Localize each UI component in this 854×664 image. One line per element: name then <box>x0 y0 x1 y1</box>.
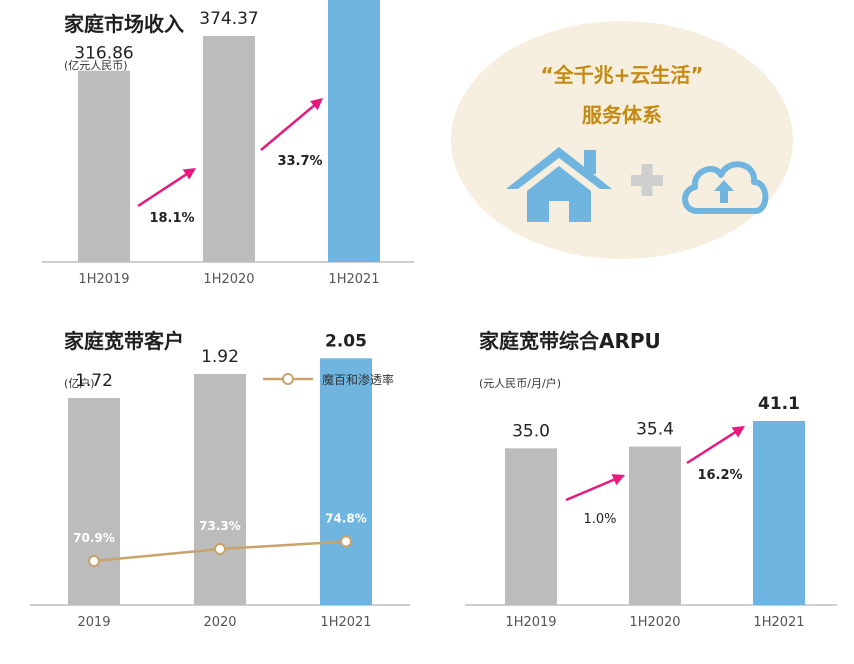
legend-label: 魔百和渗透率 <box>322 372 394 387</box>
category-tick-label: 2019 <box>77 615 110 630</box>
bar-2019 <box>68 398 120 605</box>
promo-line-2: 服务体系 <box>582 103 662 127</box>
category-tick-label: 1H2021 <box>320 615 371 630</box>
bar-1H2021 <box>320 358 372 605</box>
growth-arrow-line <box>565 477 618 502</box>
category-tick-label: 1H2020 <box>203 272 254 287</box>
bar-value-label: 316.86 <box>74 44 133 64</box>
service-promo-bubble: “全千兆+云生活” 服务体系 <box>451 21 793 259</box>
bar-1H2019 <box>505 448 557 605</box>
bar-1H2021 <box>753 420 805 605</box>
growth-rate-label: 18.1% <box>149 211 194 226</box>
plus-icon <box>631 164 663 196</box>
bar-2020 <box>194 373 246 605</box>
growth-arrow-line <box>260 102 317 151</box>
category-tick-label: 2020 <box>203 615 236 630</box>
bar-value-label: 374.37 <box>199 9 258 29</box>
penetration-rate-label: 70.9% <box>73 531 115 545</box>
bar-1H2021 <box>328 0 380 262</box>
growth-arrow-head <box>611 474 625 486</box>
category-tick-label: 1H2019 <box>78 272 129 287</box>
penetration-rate-label: 74.8% <box>325 512 367 526</box>
bar-value-label: 1.92 <box>201 347 239 367</box>
arpu-chart-title: 家庭宽带综合ARPU <box>479 329 661 353</box>
growth-arrow-line <box>137 171 190 208</box>
subscribers-chart-title: 家庭宽带客户 <box>64 329 184 353</box>
bar-value-label: 41.1 <box>758 394 800 414</box>
penetration-rate-point <box>88 555 100 567</box>
category-tick-label: 1H2019 <box>505 615 556 630</box>
category-tick-label: 1H2021 <box>328 272 379 287</box>
growth-arrow-line <box>686 429 739 465</box>
bar-1H2019 <box>78 70 130 262</box>
bar-value-label: 35.4 <box>636 420 674 440</box>
growth-arrow-head <box>182 168 196 180</box>
growth-arrow-head <box>731 426 745 438</box>
subscribers-chart-unit: (亿户) <box>64 377 95 390</box>
bar-1H2020 <box>203 35 255 263</box>
promo-line-1: “全千兆+云生活” <box>540 63 703 87</box>
legend-marker-swatch <box>282 373 294 385</box>
cloud-upload-icon <box>682 161 769 214</box>
house-icon <box>506 147 612 222</box>
growth-arrow-head <box>309 98 323 111</box>
category-tick-label: 1H2021 <box>753 615 804 630</box>
promo-graphic: “全千兆+云生活” 服务体系 <box>451 21 793 259</box>
arpu-chart-unit: (元人民币/月/户) <box>479 377 561 390</box>
growth-rate-label: 1.0% <box>583 512 616 527</box>
bar-value-label: 2.05 <box>325 331 367 351</box>
penetration-rate-point <box>340 535 352 548</box>
penetration-rate-label: 73.3% <box>199 519 241 533</box>
revenue-chart-title: 家庭市场收入 <box>64 12 184 36</box>
penetration-rate-point <box>214 543 226 555</box>
growth-rate-label: 16.2% <box>697 468 742 483</box>
growth-rate-label: 33.7% <box>277 154 322 169</box>
revenue-chart-unit: (亿元人民币) <box>64 59 128 72</box>
category-tick-label: 1H2020 <box>629 615 680 630</box>
bar-value-label: 1.72 <box>75 371 113 391</box>
bar-1H2020 <box>629 446 681 605</box>
bar-value-label: 35.0 <box>512 421 550 441</box>
